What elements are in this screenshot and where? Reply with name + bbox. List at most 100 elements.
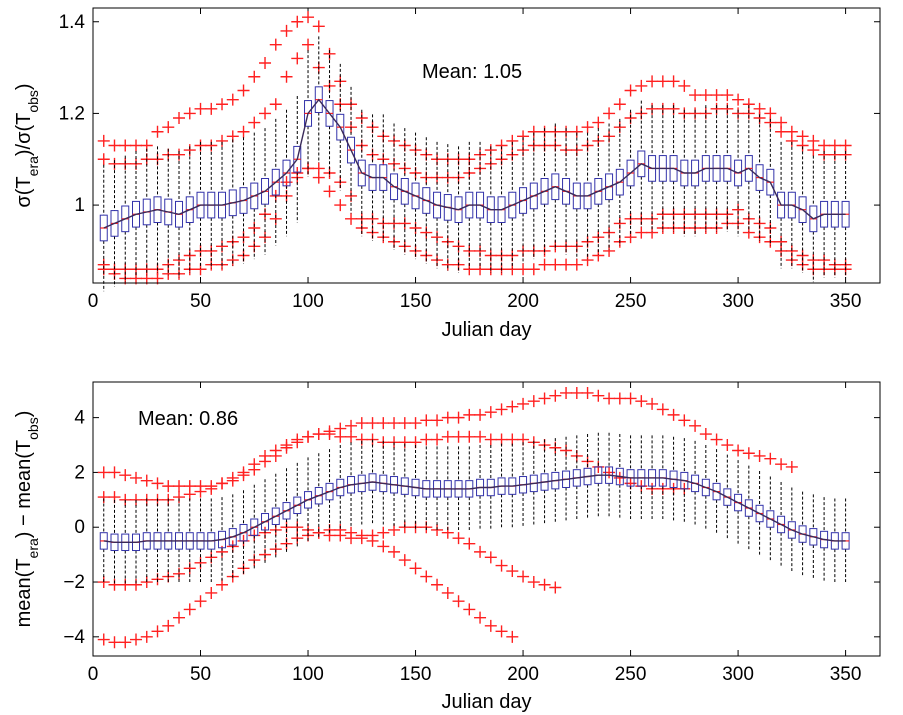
outlier-marker xyxy=(796,139,809,152)
outlier-marker xyxy=(517,570,530,583)
outlier-marker xyxy=(312,428,325,441)
outlier-marker xyxy=(291,15,304,28)
outlier-marker xyxy=(570,258,583,271)
outlier-marker xyxy=(431,578,444,591)
outlier-marker xyxy=(345,419,358,432)
outlier-marker xyxy=(248,116,261,129)
plot-frame-top xyxy=(92,7,881,284)
outlier-marker xyxy=(216,477,229,490)
outlier-marker xyxy=(581,386,594,399)
outlier-marker xyxy=(226,93,239,106)
outlier-marker xyxy=(495,403,508,416)
x-tick-label: 200 xyxy=(507,291,539,312)
outlier-marker xyxy=(699,428,712,441)
outlier-marker xyxy=(441,586,454,599)
outlier-marker xyxy=(237,231,250,244)
x-tick-label: 100 xyxy=(292,664,324,685)
outlier-marker xyxy=(656,75,669,88)
annotation-mean-top: Mean: 1.05 xyxy=(422,61,522,83)
outlier-marker xyxy=(183,488,196,501)
outlier-marker xyxy=(775,125,788,138)
outlier-marker xyxy=(484,406,497,419)
outlier-marker xyxy=(345,212,358,225)
outlier-marker xyxy=(162,619,175,632)
outlier-marker xyxy=(291,52,304,65)
outlier-marker xyxy=(345,526,358,539)
x-tick-label: 250 xyxy=(615,291,647,312)
outlier-marker xyxy=(624,84,637,97)
outlier-marker xyxy=(517,397,530,410)
outlier-marker xyxy=(527,576,540,589)
outlier-marker xyxy=(302,38,315,51)
outlier-marker xyxy=(441,430,454,443)
outlier-marker xyxy=(506,565,519,578)
outlier-marker xyxy=(302,430,315,443)
outlier-marker xyxy=(259,57,272,69)
outlier-marker xyxy=(570,386,583,399)
outlier-marker xyxy=(775,458,788,471)
outlier-marker xyxy=(269,212,282,225)
outlier-marker xyxy=(517,263,530,276)
outlier-marker xyxy=(269,98,282,111)
outlier-marker xyxy=(452,595,465,608)
outlier-marker xyxy=(721,439,734,452)
outlier-marker xyxy=(667,408,680,421)
outlier-marker xyxy=(108,636,121,649)
outlier-marker xyxy=(603,107,616,120)
outlier-marker xyxy=(312,20,325,33)
outlier-marker xyxy=(452,430,465,443)
outlier-marker xyxy=(495,139,508,152)
outlier-marker xyxy=(291,433,304,446)
outlier-marker xyxy=(269,444,282,457)
outlier-marker xyxy=(474,545,487,558)
outlier-marker xyxy=(678,414,691,427)
plot-area-1 xyxy=(97,386,850,649)
outlier-marker xyxy=(226,471,239,484)
x-tick-label: 200 xyxy=(507,664,539,685)
outlier-marker xyxy=(312,171,325,184)
outlier-marker xyxy=(527,395,540,408)
y-tick-label: 1 xyxy=(74,195,85,216)
outlier-marker xyxy=(409,417,422,430)
outlier-marker xyxy=(463,603,476,616)
outlier-marker xyxy=(97,633,110,646)
outlier-marker xyxy=(635,395,648,408)
outlier-marker xyxy=(484,619,497,632)
outlier-marker xyxy=(97,466,110,479)
outlier-marker xyxy=(205,482,218,495)
outlier-marker xyxy=(119,469,132,482)
outlier-marker xyxy=(334,199,347,212)
x-tick-label: 250 xyxy=(615,664,647,685)
outlier-marker xyxy=(162,267,175,280)
outlier-marker xyxy=(280,70,293,83)
outlier-marker xyxy=(431,433,444,446)
outlier-marker xyxy=(173,611,186,624)
outlier-marker xyxy=(646,75,659,88)
outlier-marker xyxy=(527,125,540,138)
x-tick-label: 150 xyxy=(400,291,432,312)
y-tick-label: 1.2 xyxy=(59,103,85,124)
outlier-marker xyxy=(183,603,196,616)
outlier-marker xyxy=(140,474,153,487)
outlier-marker xyxy=(205,586,218,599)
outlier-marker xyxy=(721,89,734,102)
annotation-mean-bottom: Mean: 0.86 xyxy=(138,408,238,430)
plot-frame-bottom xyxy=(92,381,881,657)
outlier-marker xyxy=(366,534,379,547)
outlier-marker xyxy=(377,540,390,553)
outlier-marker xyxy=(742,447,755,460)
outlier-marker xyxy=(613,471,626,484)
outlier-marker xyxy=(345,430,358,443)
outlier-marker xyxy=(355,529,368,542)
outlier-marker xyxy=(603,466,616,479)
outlier-marker xyxy=(560,258,573,271)
outlier-marker xyxy=(280,439,293,452)
outlier-marker xyxy=(785,460,798,473)
outlier-marker xyxy=(409,562,422,575)
outlier-marker xyxy=(689,89,702,102)
outlier-marker xyxy=(484,433,497,446)
outlier-marker xyxy=(97,153,110,166)
outlier-marker xyxy=(452,532,465,545)
